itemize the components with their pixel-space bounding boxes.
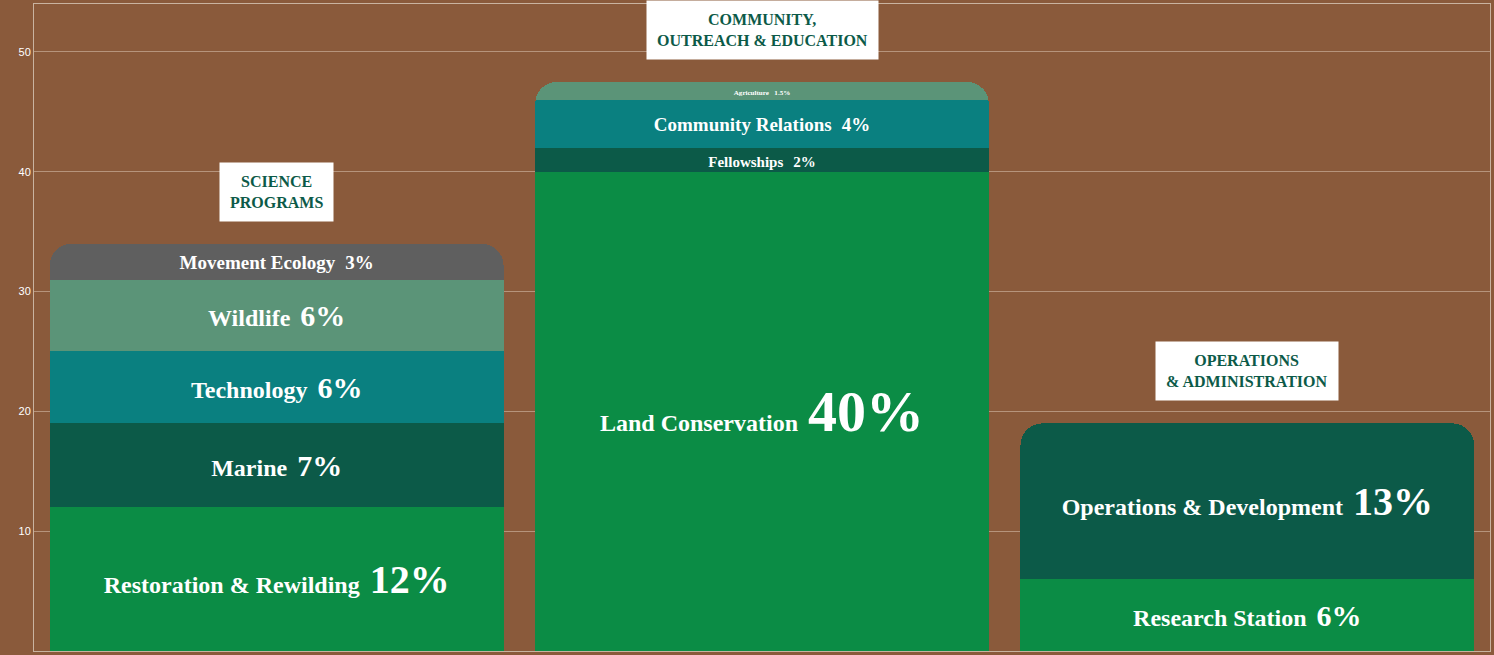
svg-text:OPERATIONS& ADMINISTRATION: OPERATIONS& ADMINISTRATION [1166, 352, 1328, 390]
svg-text:20: 20 [19, 405, 31, 417]
svg-text:Research Station 6%: Research Station 6% [1133, 599, 1362, 632]
svg-text:Community Relations 4%: Community Relations 4% [654, 113, 870, 135]
svg-text:Movement Ecology 3%: Movement Ecology 3% [180, 251, 374, 273]
svg-text:Marine 7%: Marine 7% [211, 449, 342, 482]
svg-text:Fellowships 2%: Fellowships 2% [708, 149, 816, 171]
svg-text:Operations & Development 13%: Operations & Development 13% [1062, 479, 1433, 524]
svg-text:Wildlife 6%: Wildlife 6% [208, 299, 345, 332]
svg-text:COMMUNITY,OUTREACH & EDUCATION: COMMUNITY,OUTREACH & EDUCATION [657, 11, 868, 49]
svg-text:Agriculture 1.5%: Agriculture 1.5% [734, 85, 791, 97]
svg-text:SCIENCEPROGRAMS: SCIENCEPROGRAMS [230, 173, 323, 211]
svg-text:Restoration & Rewilding 12%: Restoration & Rewilding 12% [104, 557, 450, 602]
svg-text:40: 40 [19, 166, 31, 178]
svg-text:Technology 6%: Technology 6% [191, 371, 362, 404]
svg-text:30: 30 [19, 285, 31, 297]
svg-text:50: 50 [19, 46, 31, 58]
svg-text:10: 10 [19, 525, 31, 537]
svg-text:Land Conservation 40%: Land Conservation 40% [600, 379, 924, 444]
